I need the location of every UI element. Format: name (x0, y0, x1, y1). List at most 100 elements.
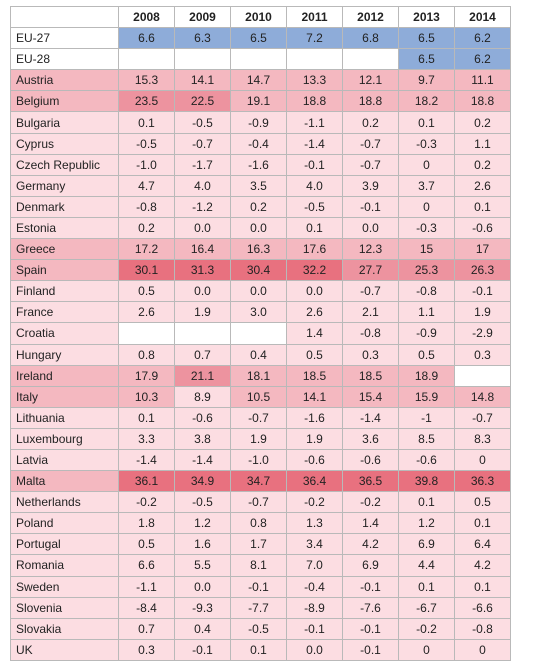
value-cell: -0.7 (230, 406, 287, 429)
value-cell: -0.6 (398, 448, 455, 472)
country-name: Hungary (10, 343, 119, 366)
value-cell: -8.4 (118, 596, 175, 619)
table-row: Slovenia -8.4 -9.3 -7.7 -8.9 -7.6 -6.7 -6.6 (10, 596, 511, 619)
value-cell: 9.7 (398, 69, 455, 92)
country-name: Netherlands (10, 491, 119, 514)
value-cell: -7.7 (230, 596, 287, 619)
header-year: 2013 (398, 5, 455, 29)
value-cell: 6.8 (342, 27, 399, 50)
value-cell: 3.3 (118, 427, 175, 450)
value-cell: 0.8 (230, 512, 287, 535)
value-cell: 16.3 (230, 238, 287, 261)
value-cell: 0 (398, 638, 455, 661)
value-cell: 7.0 (286, 554, 343, 577)
value-cell: 12.3 (342, 238, 399, 261)
value-cell: -0.7 (342, 132, 399, 155)
table-row: Netherlands -0.2 -0.5 -0.7 -0.2 -0.2 0.1 0.5 (10, 491, 511, 514)
value-cell: 0.1 (454, 575, 511, 598)
value-cell: -0.8 (118, 195, 175, 218)
value-cell: -0.6 (286, 448, 343, 472)
value-cell: 3.8 (174, 427, 231, 450)
value-cell: 15 (398, 238, 455, 261)
value-cell (286, 48, 343, 71)
value-cell: 0.1 (398, 575, 455, 598)
table-row: Spain 30.1 31.3 30.4 32.2 27.7 25.3 26.3 (10, 259, 511, 282)
value-cell: -1.6 (230, 153, 287, 176)
value-cell: 0.8 (118, 343, 175, 366)
value-cell: 8.9 (174, 385, 231, 408)
value-cell: 32.2 (286, 259, 343, 282)
value-cell: 0.1 (286, 216, 343, 240)
table-row: Hungary 0.8 0.7 0.4 0.5 0.3 0.5 0.3 (10, 343, 511, 366)
table-row: Malta 36.1 34.9 34.7 36.4 36.5 39.8 36.3 (10, 470, 511, 493)
table-row: Greece 17.2 16.4 16.3 17.6 12.3 15 17 (10, 238, 511, 261)
country-name: Spain (10, 259, 119, 282)
value-cell: 1.7 (230, 533, 287, 556)
value-cell: 30.1 (118, 259, 175, 282)
table-body: EU-27 6.6 6.3 6.5 7.2 6.8 6.5 6.2 EU-28 6.5 6.2 Aus… (10, 27, 511, 661)
value-cell: 0.0 (174, 575, 231, 598)
value-cell: 1.9 (230, 427, 287, 450)
country-name: Latvia (10, 448, 119, 472)
value-cell: 1.6 (174, 533, 231, 556)
table-row: Czech Republic -1.0 -1.7 -1.6 -0.1 -0.7 0 0.2 (10, 153, 511, 176)
country-name: Slovakia (10, 617, 119, 640)
table-row: Luxembourg 3.3 3.8 1.9 1.9 3.6 8.5 8.3 (10, 427, 511, 450)
value-cell: 3.0 (230, 301, 287, 324)
value-cell: 0.3 (118, 638, 175, 661)
value-cell: 6.6 (118, 27, 175, 50)
country-name: Cyprus (10, 132, 119, 155)
value-cell: 1.2 (398, 512, 455, 535)
value-cell: 0.2 (454, 153, 511, 176)
table-row: UK 0.3 -0.1 0.1 0.0 -0.1 0 0 (10, 638, 511, 661)
value-cell: -0.7 (174, 132, 231, 155)
value-cell: 6.6 (118, 554, 175, 577)
value-cell: 0.4 (174, 617, 231, 640)
value-cell: -0.1 (174, 638, 231, 661)
value-cell: 8.3 (454, 427, 511, 450)
value-cell: 21.1 (174, 364, 231, 387)
table-row: Italy 10.3 8.9 10.5 14.1 15.4 15.9 14.8 (10, 385, 511, 408)
country-name: Romania (10, 554, 119, 577)
value-cell: -9.3 (174, 596, 231, 619)
country-name: Luxembourg (10, 427, 119, 450)
value-cell: -0.1 (342, 195, 399, 218)
value-cell: -1.4 (342, 406, 399, 429)
table-row: Sweden -1.1 0.0 -0.1 -0.4 -0.1 0.1 0.1 (10, 575, 511, 598)
value-cell: 26.3 (454, 259, 511, 282)
data-table: 2008 2009 2010 2011 2012 2013 2014 EU-27… (10, 5, 511, 661)
value-cell: 14.1 (286, 385, 343, 408)
value-cell: -1.4 (174, 448, 231, 472)
value-cell (118, 322, 175, 345)
value-cell: -0.2 (342, 491, 399, 514)
value-cell: 0.2 (454, 111, 511, 134)
value-cell: 1.3 (286, 512, 343, 535)
value-cell: 2.6 (286, 301, 343, 324)
value-cell: 11.1 (454, 69, 511, 92)
value-cell: 1.9 (174, 301, 231, 324)
header-corner (10, 5, 119, 29)
value-cell: 0.1 (230, 638, 287, 661)
value-cell: -0.8 (398, 280, 455, 303)
table-row: Cyprus -0.5 -0.7 -0.4 -1.4 -0.7 -0.3 1.1 (10, 132, 511, 155)
value-cell: -0.5 (174, 111, 231, 134)
value-cell: -0.6 (454, 216, 511, 240)
country-name: France (10, 301, 119, 324)
value-cell: 0.7 (174, 343, 231, 366)
value-cell: -0.2 (118, 491, 175, 514)
value-cell: -0.7 (454, 406, 511, 429)
value-cell: 1.8 (118, 512, 175, 535)
table-row: Croatia 1.4 -0.8 -0.9 -2.9 (10, 322, 511, 345)
value-cell: 36.3 (454, 470, 511, 493)
value-cell: 1.2 (174, 512, 231, 535)
value-cell: -0.3 (398, 132, 455, 155)
table-row: EU-27 6.6 6.3 6.5 7.2 6.8 6.5 6.2 (10, 27, 511, 50)
table-row: Germany 4.7 4.0 3.5 4.0 3.9 3.7 2.6 (10, 174, 511, 197)
value-cell: -0.2 (286, 491, 343, 514)
value-cell: 18.1 (230, 364, 287, 387)
value-cell: -0.4 (230, 132, 287, 155)
value-cell: 4.0 (174, 174, 231, 197)
country-name: Estonia (10, 216, 119, 240)
value-cell: 36.4 (286, 470, 343, 493)
value-cell: 6.9 (398, 533, 455, 556)
